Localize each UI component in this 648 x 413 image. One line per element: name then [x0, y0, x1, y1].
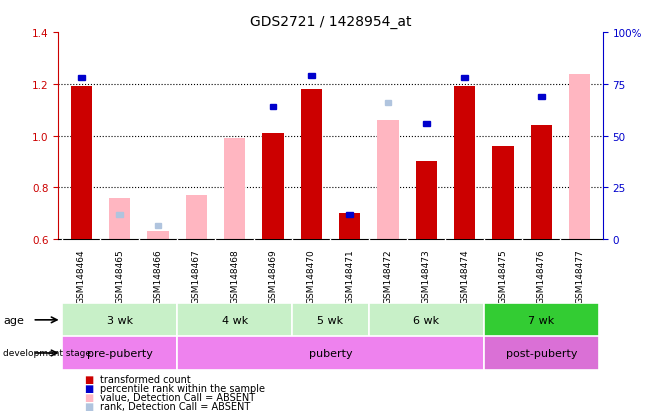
Bar — [62, 337, 177, 370]
Text: 3 wk: 3 wk — [106, 315, 133, 325]
Bar — [154, 224, 161, 228]
Bar — [109, 198, 130, 240]
Bar — [377, 121, 399, 240]
Bar — [177, 337, 484, 370]
Text: 6 wk: 6 wk — [413, 315, 439, 325]
Text: GSM148469: GSM148469 — [268, 249, 277, 304]
Bar — [308, 74, 315, 79]
Text: GSM148464: GSM148464 — [77, 249, 86, 304]
Bar — [423, 121, 430, 126]
Bar — [484, 337, 599, 370]
Bar — [346, 212, 353, 217]
Bar — [384, 101, 391, 106]
Text: post-puberty: post-puberty — [505, 348, 577, 358]
Title: GDS2721 / 1428954_at: GDS2721 / 1428954_at — [249, 15, 411, 29]
Text: GSM148472: GSM148472 — [384, 249, 393, 304]
Bar — [224, 139, 245, 240]
Text: rank, Detection Call = ABSENT: rank, Detection Call = ABSENT — [100, 401, 251, 411]
Bar — [177, 304, 292, 337]
Bar — [148, 232, 168, 240]
Text: GSM148467: GSM148467 — [192, 249, 201, 304]
Bar — [369, 304, 484, 337]
Bar — [116, 212, 123, 217]
Text: GSM148470: GSM148470 — [307, 249, 316, 304]
Text: GSM148474: GSM148474 — [460, 249, 469, 304]
Text: ■: ■ — [84, 392, 93, 402]
Text: ■: ■ — [84, 401, 93, 411]
Bar — [186, 196, 207, 240]
Text: transformed count: transformed count — [100, 374, 191, 384]
Bar — [262, 134, 284, 240]
Text: pre-puberty: pre-puberty — [87, 348, 152, 358]
Text: 7 wk: 7 wk — [528, 315, 555, 325]
Text: GSM148476: GSM148476 — [537, 249, 546, 304]
Text: age: age — [3, 315, 24, 325]
Text: ■: ■ — [84, 374, 93, 384]
Text: value, Detection Call = ABSENT: value, Detection Call = ABSENT — [100, 392, 255, 402]
Bar — [416, 162, 437, 240]
Bar — [461, 76, 468, 81]
Bar — [454, 87, 475, 240]
Text: ■: ■ — [84, 383, 93, 393]
Bar — [492, 147, 513, 240]
Bar — [484, 304, 599, 337]
Bar — [301, 90, 322, 240]
Bar — [71, 87, 92, 240]
Text: GSM148468: GSM148468 — [230, 249, 239, 304]
Text: puberty: puberty — [308, 348, 353, 358]
Text: GSM148477: GSM148477 — [575, 249, 584, 304]
Bar — [78, 76, 85, 81]
Text: development stage: development stage — [3, 349, 91, 358]
Bar — [270, 105, 277, 110]
Text: GSM148473: GSM148473 — [422, 249, 431, 304]
Text: 5 wk: 5 wk — [318, 315, 343, 325]
Bar — [62, 304, 177, 337]
Text: GSM148475: GSM148475 — [498, 249, 507, 304]
Text: GSM148465: GSM148465 — [115, 249, 124, 304]
Text: 4 wk: 4 wk — [222, 315, 248, 325]
Bar — [569, 74, 590, 240]
Text: percentile rank within the sample: percentile rank within the sample — [100, 383, 266, 393]
Text: GSM148471: GSM148471 — [345, 249, 354, 304]
Text: GSM148466: GSM148466 — [154, 249, 163, 304]
Bar — [538, 95, 545, 100]
Bar — [339, 214, 360, 240]
Bar — [531, 126, 552, 240]
Bar — [292, 304, 369, 337]
